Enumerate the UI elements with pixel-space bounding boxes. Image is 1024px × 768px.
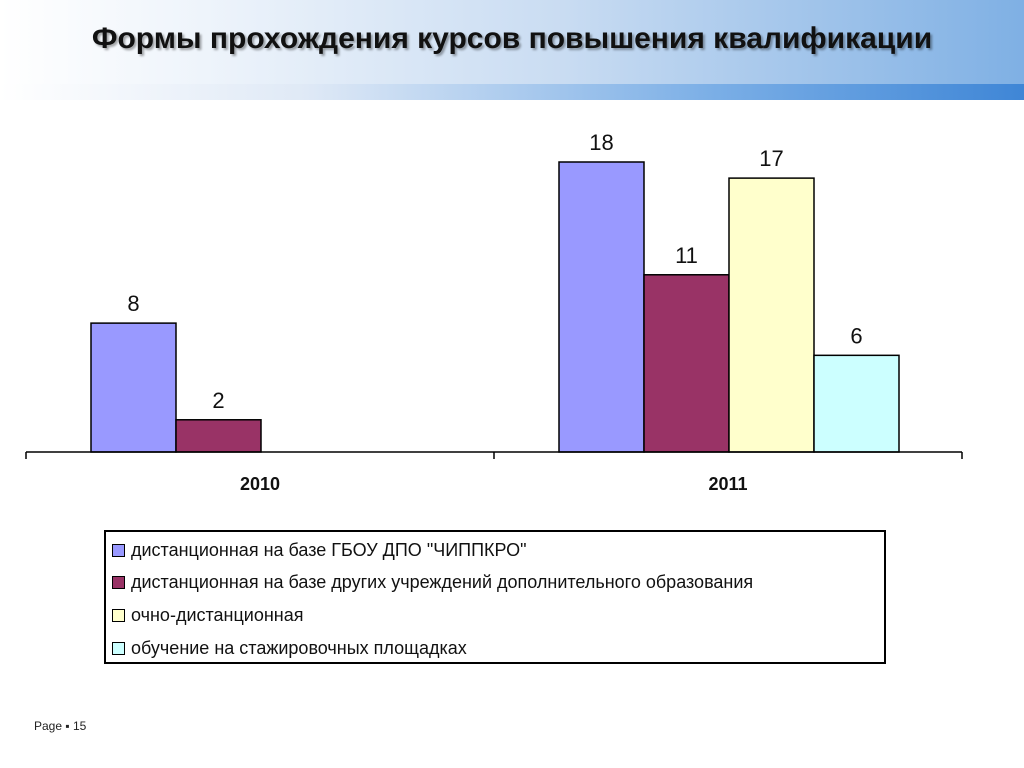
data-label: 17 (759, 146, 783, 171)
data-label: 6 (850, 323, 862, 348)
bar (728, 177, 815, 453)
bar (175, 419, 262, 453)
legend-item: дистанционная на базе других учреждений … (112, 571, 753, 593)
legend-item: дистанционная на базе ГБОУ ДПО "ЧИППКРО" (112, 539, 527, 561)
bar (813, 354, 900, 453)
data-label: 18 (589, 130, 613, 155)
bar-chart: 8 2 2010 18 11 17 6 2011 (25, 130, 963, 494)
data-label: 8 (127, 291, 139, 316)
legend-item: обучение на стажировочных площадках (112, 637, 467, 659)
legend-label: дистанционная на базе ГБОУ ДПО "ЧИППКРО" (131, 539, 527, 560)
legend-item: очно-дистанционная (112, 604, 304, 626)
legend-label: обучение на стажировочных площадках (131, 637, 467, 658)
bar (643, 274, 730, 453)
page-title: Формы прохождения курсов повышения квали… (91, 22, 933, 55)
header-accent-band (0, 84, 1024, 100)
legend-swatch (112, 575, 125, 589)
legend-swatch (112, 608, 125, 622)
legend-label: очно-дистанционная (131, 604, 304, 625)
page-number: 15 (72, 719, 87, 733)
page-label: Page (34, 719, 63, 733)
data-label: 11 (675, 243, 698, 268)
page-footer: Page ▪ 15 (34, 719, 86, 733)
legend-label: дистанционная на базе других учреждений … (131, 571, 754, 592)
separator-icon: ▪ (65, 719, 70, 733)
chart-legend: дистанционная на базе ГБОУ ДПО "ЧИППКРО"… (104, 530, 886, 664)
header-background (0, 0, 1024, 100)
legend-swatch (112, 641, 125, 655)
data-label: 2 (212, 388, 224, 413)
bar (90, 322, 177, 453)
x-tick-label: 2011 (708, 474, 747, 494)
x-tick-label: 2010 (240, 474, 280, 494)
legend-swatch (112, 543, 125, 557)
bar (558, 161, 645, 453)
